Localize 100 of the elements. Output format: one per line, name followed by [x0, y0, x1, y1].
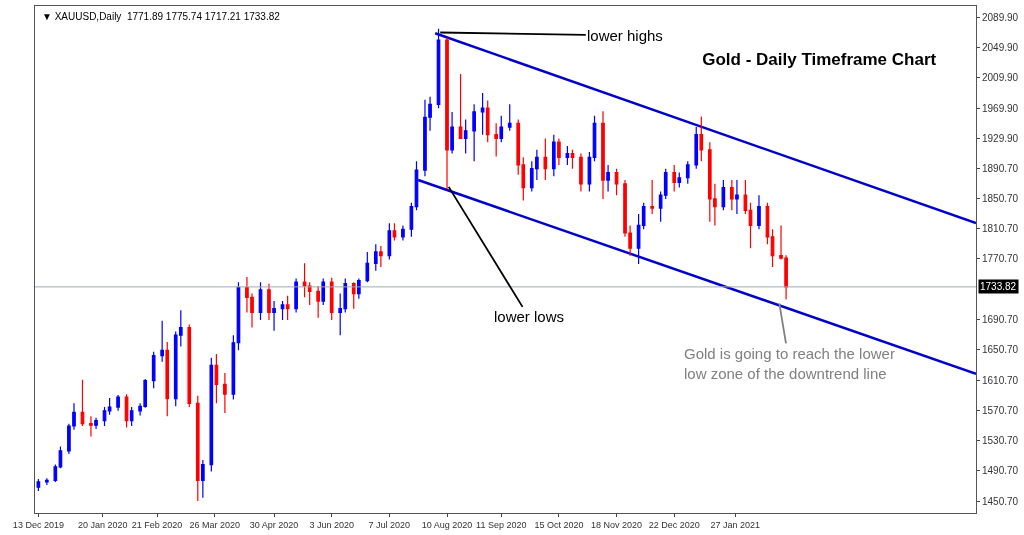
- x-tick-label: 26 Mar 2020: [189, 519, 240, 530]
- candlestick: [735, 179, 739, 215]
- candlestick: [316, 285, 320, 319]
- candlestick: [641, 202, 646, 230]
- candlestick: [677, 171, 682, 189]
- candlestick: [45, 477, 49, 486]
- y-tick-label: 1890.70: [982, 162, 1019, 174]
- x-tick-label: 10 Aug 2020: [421, 519, 473, 530]
- y-tick-label: 2049.90: [982, 42, 1019, 54]
- candlestick: [445, 37, 449, 190]
- candlestick: [570, 149, 575, 170]
- y-tick-label: 1490.70: [982, 465, 1019, 477]
- ref-line-label: 1733.82: [980, 281, 1017, 292]
- candlestick: [450, 111, 454, 155]
- candlestick: [231, 334, 236, 401]
- candlestick: [165, 341, 170, 417]
- candlestick: [458, 73, 463, 140]
- y-tick-label: 1450.70: [982, 495, 1019, 507]
- candlestick: [272, 300, 276, 332]
- candlestick: [379, 245, 383, 268]
- x-tick-label: 13 Dec 2019: [12, 519, 64, 530]
- candlestick: [223, 372, 227, 414]
- candlestick: [94, 417, 98, 430]
- candlestick: [499, 115, 504, 143]
- candlestick: [160, 320, 165, 363]
- candlestick: [80, 379, 85, 427]
- candlestick: [387, 222, 392, 261]
- candlestick: [302, 262, 307, 298]
- y-tick-label: 1810.70: [982, 223, 1019, 235]
- candlestick: [757, 194, 761, 230]
- x-tick-label: 18 Nov 2020: [591, 519, 643, 530]
- candlestick: [107, 397, 112, 416]
- candlestick: [116, 394, 120, 412]
- x-tick-label: 30 Apr 2020: [249, 519, 299, 530]
- candlestick: [685, 160, 690, 185]
- candlestick: [507, 103, 512, 132]
- candlestick: [730, 179, 734, 211]
- candlestick: [53, 463, 58, 483]
- candlestick: [280, 300, 285, 321]
- x-tick-label: 21 Feb 2020: [131, 519, 183, 530]
- candlestick: [294, 277, 298, 314]
- candlestick: [614, 168, 619, 196]
- candlestick: [743, 179, 748, 215]
- candlestick: [748, 202, 753, 249]
- annotation: lower highs: [587, 27, 663, 44]
- candlestick: [463, 118, 468, 155]
- candlestick: [557, 137, 561, 166]
- text: Gold - Daily Timeframe Chart: [702, 50, 937, 70]
- candlestick: [321, 277, 326, 306]
- y-tick-label: 2089.90: [982, 11, 1019, 23]
- y-tick-label: 1850.70: [982, 192, 1019, 204]
- y-tick-label: 1690.70: [982, 314, 1019, 326]
- candlestick: [770, 228, 775, 268]
- candlestick: [601, 110, 605, 200]
- x-tick-label: 11 Sep 2020: [476, 519, 527, 530]
- candlestick: [565, 145, 570, 166]
- candlestick: [329, 277, 334, 321]
- candlestick: [285, 295, 290, 321]
- y-tick-label: 1570.70: [982, 404, 1019, 416]
- candlestick: [187, 323, 192, 408]
- y-tick-label: 1770.70: [982, 253, 1019, 265]
- text: ▼ XAUUSD,Daily 1771.89 1775.74 1717.21 1733.82: [42, 11, 281, 22]
- x-tick-label: 20 Jan 2020: [78, 519, 128, 530]
- x-tick-label: 15 Oct 2020: [534, 519, 584, 530]
- y-tick-label: 2009.90: [982, 72, 1019, 84]
- candlestick: [214, 353, 219, 404]
- x-tick-label: 7 Jul 2020: [368, 519, 411, 530]
- candlestick: [480, 92, 485, 136]
- y-tick-label: 1969.90: [982, 102, 1019, 114]
- candlestick: [392, 222, 397, 242]
- candlestick: [151, 351, 156, 389]
- x-tick-label: 27 Jan 2021: [710, 519, 761, 530]
- candlestick: [650, 179, 655, 215]
- candlestick: [36, 478, 41, 492]
- y-tick-label: 1610.70: [982, 374, 1019, 386]
- candlestick: [485, 99, 490, 143]
- x-tick-label: 3 Jun 2020: [309, 519, 354, 530]
- candlestick: [401, 224, 405, 242]
- candlestick: [494, 122, 499, 158]
- candlestick: [89, 415, 93, 438]
- annotation: Gold is going to reach the lower low zone of the downtrend line: [684, 345, 895, 382]
- candlestick: [699, 115, 704, 162]
- candlestick: [201, 459, 205, 499]
- candlestick: [209, 357, 214, 472]
- candlestick: [672, 164, 677, 192]
- candlestick: [472, 103, 476, 162]
- candlestick: [551, 134, 556, 177]
- y-tick-label: 1929.90: [982, 133, 1019, 144]
- y-tick-label: 1530.70: [982, 435, 1019, 447]
- candlestick: [721, 179, 726, 211]
- annotation: lower lows: [494, 308, 565, 325]
- candlestick: [579, 152, 583, 192]
- x-tick-label: 22 Dec 2020: [648, 519, 700, 530]
- candlestick: [543, 137, 548, 181]
- y-tick-label: 1650.70: [982, 344, 1019, 356]
- candlestick: [636, 213, 641, 265]
- candlestick: [267, 283, 271, 321]
- candlestick: [365, 251, 370, 283]
- candlestick: [694, 126, 699, 170]
- candlestick: [195, 395, 200, 502]
